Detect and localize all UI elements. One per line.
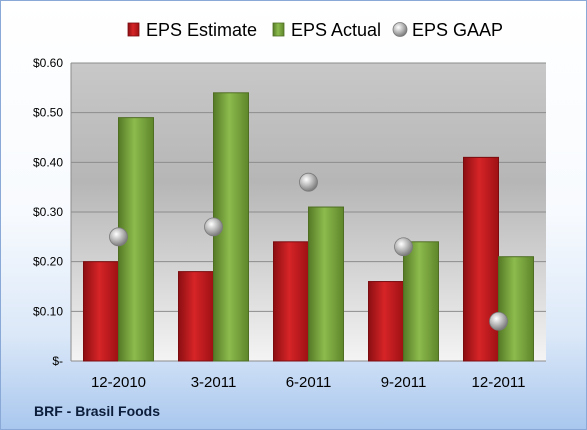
bar-eps-estimate <box>273 241 309 362</box>
y-tick-label: $0.40 <box>33 155 63 169</box>
bar-eps-estimate <box>83 261 119 362</box>
bar-eps-estimate <box>463 156 499 362</box>
bar-eps-actual <box>308 206 344 362</box>
y-tick-label: $0.60 <box>33 56 63 70</box>
bar-eps-actual <box>403 241 439 362</box>
marker-eps-gaap <box>204 217 223 237</box>
bar-eps-estimate <box>368 281 404 362</box>
x-tick-label: 3-2011 <box>191 374 237 391</box>
eps-chart: $- $0.10 $0.20 $0.30 $0.40 $0.50 $0.60 12-2010… <box>33 20 546 391</box>
x-tick-label: 9-2011 <box>381 374 427 391</box>
y-tick-label: $0.50 <box>33 106 63 120</box>
marker-eps-gaap <box>299 172 318 192</box>
legend-label-eps-gaap: EPS GAAP <box>412 20 503 40</box>
y-tick-label: $- <box>52 354 63 368</box>
legend-swatch-eps-estimate <box>127 22 140 37</box>
marker-eps-gaap <box>109 227 128 247</box>
marker-eps-gaap <box>489 311 508 331</box>
company-label: BRF - Brasil Foods <box>34 403 161 419</box>
y-tick-label: $0.20 <box>33 255 63 269</box>
bar-eps-actual <box>498 256 534 362</box>
y-tick-label: $0.30 <box>33 205 63 219</box>
x-tick-label: 12-2011 <box>472 374 526 391</box>
marker-eps-gaap <box>394 237 413 257</box>
bar-eps-estimate <box>178 271 214 362</box>
legend-label-eps-actual: EPS Actual <box>291 20 381 40</box>
y-tick-label: $0.10 <box>33 304 63 318</box>
legend-label-eps-estimate: EPS Estimate <box>146 20 257 40</box>
x-tick-label: 12-2010 <box>91 374 146 391</box>
x-tick-label: 6-2011 <box>286 374 332 391</box>
legend-swatch-eps-actual <box>272 22 285 37</box>
legend-swatch-eps-gaap <box>392 22 408 37</box>
